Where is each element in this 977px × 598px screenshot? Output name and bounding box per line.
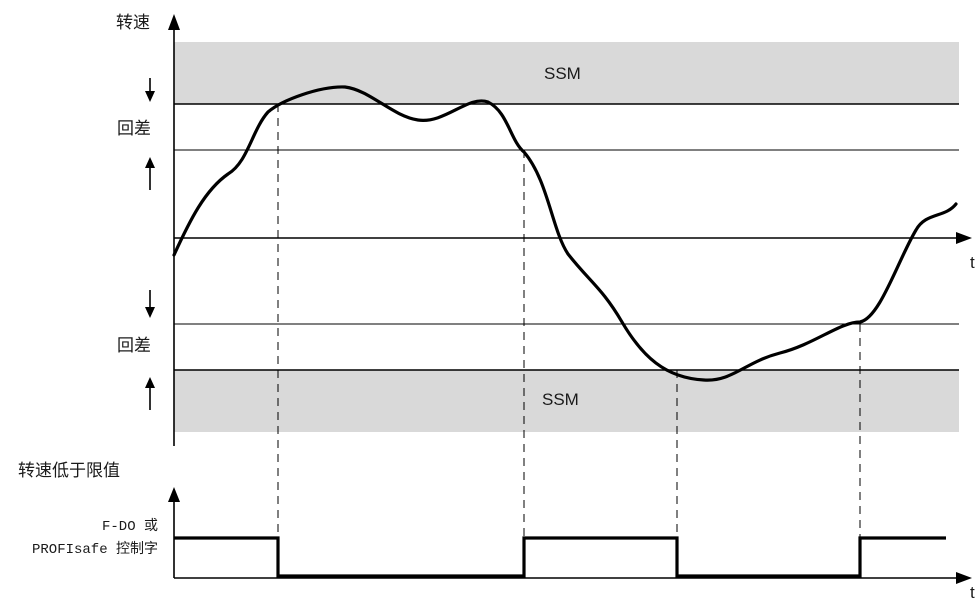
hysteresis-upper-arrows [145, 78, 155, 190]
signal-time-axis-label: t [970, 583, 975, 598]
hysteresis-lower-label: 回差 [117, 336, 151, 356]
output-signal-trace [174, 536, 946, 578]
output-label-line1: F-DO 或 [102, 518, 158, 535]
speed-curve [172, 85, 958, 382]
speed-time-axis-label: t [970, 253, 975, 272]
speed-time-axis-arrow [956, 232, 972, 244]
speed-axis-label: 转速 [116, 13, 150, 33]
ssm-band-lower [174, 370, 959, 432]
transition-markers [277, 104, 861, 578]
signal-time-axis-arrow [956, 572, 972, 584]
output-label-line2: PROFIsafe 控制字 [32, 541, 158, 558]
signal-title: 转速低于限值 [18, 461, 120, 481]
speed-y-axis-arrow [168, 14, 180, 30]
hysteresis-upper-label: 回差 [117, 119, 151, 139]
ssm-band-lower-label: SSM [542, 390, 579, 409]
hysteresis-lower-arrows [145, 290, 155, 410]
signal-y-axis-arrow [168, 487, 180, 502]
ssm-band-upper-label: SSM [544, 64, 581, 83]
